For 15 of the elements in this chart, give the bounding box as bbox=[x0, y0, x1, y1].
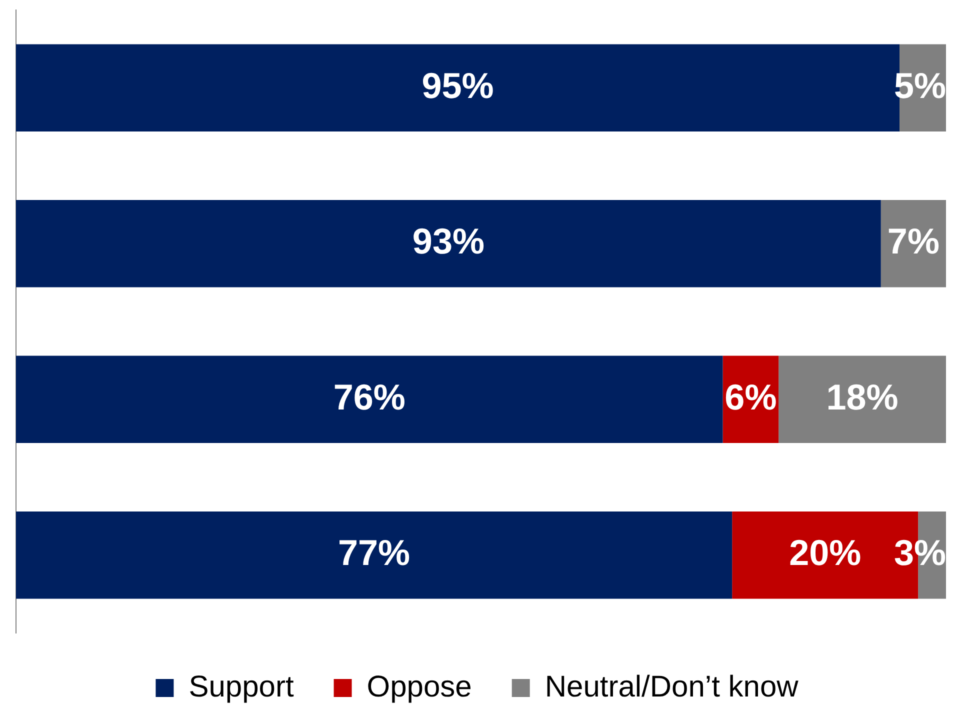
data-label: 18% bbox=[826, 376, 898, 418]
data-label: 20% bbox=[789, 532, 862, 574]
bar bbox=[16, 356, 723, 443]
data-label: 77% bbox=[338, 532, 410, 574]
bar bbox=[16, 200, 881, 288]
data-label: 7% bbox=[887, 220, 940, 262]
data-label: 93% bbox=[412, 220, 484, 262]
bar bbox=[778, 356, 946, 443]
data-label: 95% bbox=[422, 64, 494, 106]
bar bbox=[16, 512, 732, 599]
legend-label: Neutral/Don’t know bbox=[544, 670, 799, 704]
legend-label: Oppose bbox=[366, 670, 472, 704]
data-label: 76% bbox=[333, 376, 406, 418]
data-label: 6% bbox=[724, 376, 777, 418]
legend-label: Support bbox=[188, 670, 294, 704]
